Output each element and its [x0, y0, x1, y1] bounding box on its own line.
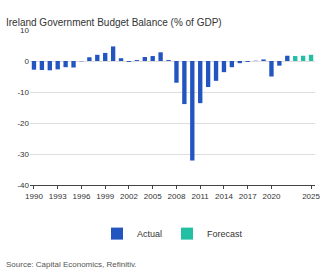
svg-text:Ireland Government Budget Bala: Ireland Government Budget Balance (% of …	[6, 17, 222, 28]
svg-text:2011: 2011	[192, 192, 210, 201]
svg-text:Actual: Actual	[137, 229, 162, 239]
svg-text:-30: -30	[17, 150, 29, 159]
svg-text:-20: -20	[17, 119, 29, 128]
svg-text:1999: 1999	[96, 192, 114, 201]
svg-text:2025: 2025	[302, 192, 320, 201]
svg-text:2014: 2014	[215, 192, 233, 201]
svg-text:1993: 1993	[49, 192, 67, 201]
svg-text:0: 0	[25, 57, 30, 66]
svg-text:2008: 2008	[168, 192, 186, 201]
svg-text:1996: 1996	[73, 192, 91, 201]
svg-text:1990: 1990	[25, 192, 43, 201]
svg-text:Source: Capital Economics, Ref: Source: Capital Economics, Refinitiv.	[6, 260, 137, 269]
svg-text:2020: 2020	[263, 192, 281, 201]
svg-text:2017: 2017	[239, 192, 257, 201]
svg-text:-40: -40	[17, 181, 29, 190]
svg-text:-10: -10	[17, 88, 29, 97]
svg-text:Forecast: Forecast	[207, 229, 243, 239]
svg-text:2002: 2002	[120, 192, 138, 201]
svg-text:2005: 2005	[144, 192, 162, 201]
svg-text:10: 10	[20, 26, 29, 35]
